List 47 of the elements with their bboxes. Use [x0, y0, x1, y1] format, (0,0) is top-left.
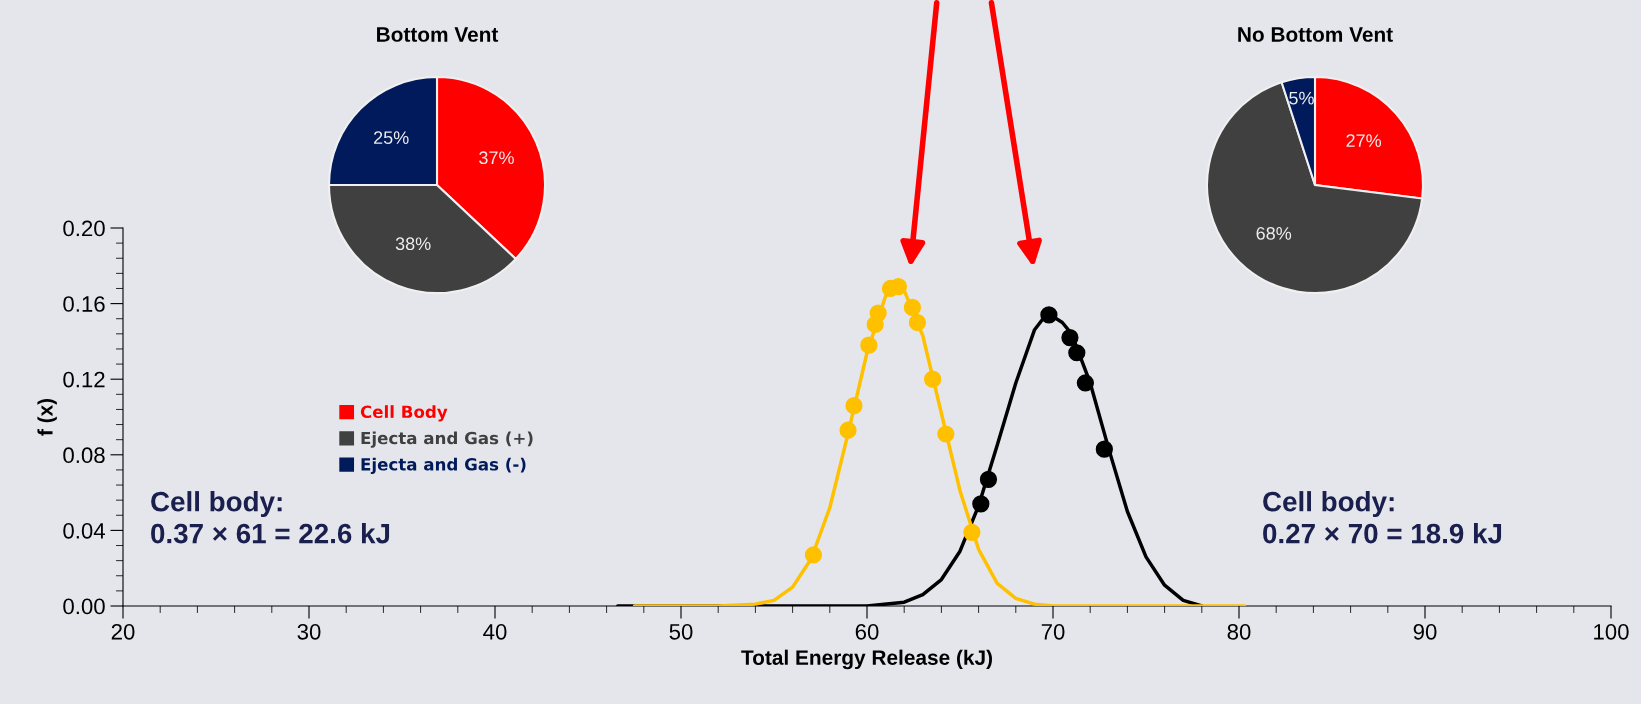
data-label: 38%	[395, 237, 431, 251]
y-tick-label: 0.12	[63, 371, 105, 388]
point	[804, 546, 823, 564]
x-tick-label: 50	[669, 623, 693, 640]
point	[839, 421, 857, 439]
y-tick-label: 0.16	[63, 296, 105, 312]
point	[1076, 374, 1094, 392]
annotation: Cell body: 0.27 × 70 = 18.9 kJ	[1263, 491, 1502, 544]
x-tick-label: 70	[1041, 623, 1065, 640]
point	[860, 336, 878, 354]
legend-label: Ejecta and Gas (-)	[361, 457, 526, 474]
y-tick-label: 0.20	[63, 220, 105, 237]
x-tick-label: 20	[111, 623, 135, 640]
point	[903, 298, 921, 316]
point	[979, 470, 998, 488]
x-tick-label: 80	[1227, 623, 1251, 640]
y-tick-label: 0.04	[63, 522, 105, 539]
point	[1040, 306, 1058, 324]
point	[972, 495, 990, 513]
point	[1095, 440, 1113, 458]
data-label: 27%	[1346, 134, 1382, 147]
x-axis-title: Total Energy Release (kJ)	[741, 649, 992, 670]
data-label: 37%	[479, 151, 514, 165]
data-label: 5%	[1289, 91, 1314, 105]
point	[1061, 329, 1079, 347]
point	[845, 397, 863, 415]
x-tick-label: 100	[1594, 623, 1629, 640]
x-tick-label: 40	[483, 623, 507, 640]
y-tick-label: 0.00	[63, 598, 105, 615]
chart-title: Bottom Vent	[377, 27, 499, 42]
chart-title: No Bottom Vent	[1238, 27, 1393, 42]
annotation: Cell body: 0.37 × 61 = 22.6 kJ	[151, 491, 390, 544]
point	[1068, 344, 1086, 362]
y-tick-label: 0.08	[63, 447, 105, 464]
point	[908, 313, 927, 332]
x-tick-label: 90	[1413, 623, 1437, 640]
legend-label: Cell Body	[360, 405, 448, 422]
point	[869, 304, 887, 322]
point	[963, 523, 981, 541]
legend-label: Ejecta and Gas (+)	[361, 431, 533, 448]
point	[937, 425, 955, 443]
data-label: 25%	[374, 131, 409, 145]
x-tick-label: 60	[855, 623, 879, 640]
x-tick-label: 30	[297, 623, 321, 640]
y-axis-title: f (x)	[37, 398, 57, 436]
point	[924, 370, 942, 388]
data-label: 68%	[1256, 226, 1292, 240]
